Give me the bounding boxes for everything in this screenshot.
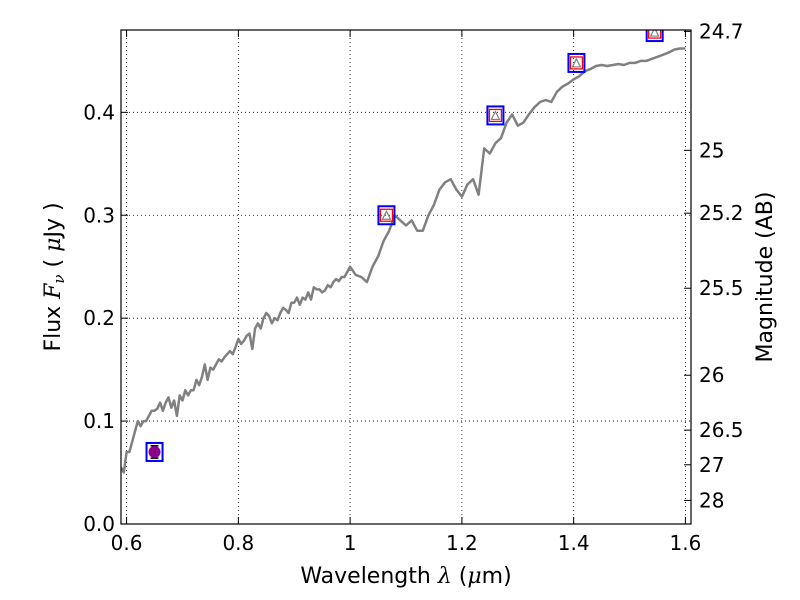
plot-area [121, 30, 686, 474]
y-tick-label: 0.4 [83, 100, 115, 124]
photometry-outer-square [645, 30, 664, 43]
photometry-inner-square [488, 108, 503, 123]
y2-tick-label: 28 [699, 488, 724, 512]
photometry-triangle [649, 30, 660, 37]
x-tick-label: 0.8 [222, 531, 254, 555]
photometry-inner-square [648, 30, 662, 39]
x-tick-label: 1.6 [670, 531, 702, 555]
photometry-inner-square [379, 208, 394, 222]
measured-point [148, 445, 161, 458]
x-tick-label: 1.2 [446, 531, 478, 555]
x-tick-label: 0.6 [111, 531, 143, 555]
x-axis-label: Wavelength λ (μm) [300, 564, 511, 589]
spectrum-line [121, 47, 686, 474]
y2-tick-label: 26 [699, 363, 724, 387]
measured-outer-square [145, 441, 164, 462]
photometry-outer-square [486, 105, 505, 126]
y-tick-label: 0.3 [83, 203, 115, 227]
y2-tick-label: 26.5 [699, 418, 744, 442]
axis-ticks: 0.6 0.8 1 1.2 1.4 1.6 0.0 0.1 0.2 0.3 0.4 24.7 25 25.… [83, 19, 743, 555]
y2-tick-label: 27 [699, 453, 724, 477]
photometry-triangle [381, 209, 392, 220]
y-tick-label: 0.1 [83, 409, 115, 433]
y2-tick-label: 24.7 [699, 19, 744, 43]
x-tick-label: 1 [344, 531, 357, 555]
y2-tick-label: 25.2 [699, 201, 744, 225]
y-tick-label: 0.0 [83, 512, 115, 536]
plot-frame [120, 29, 692, 525]
photometry-outer-square [567, 52, 586, 73]
y2-tick-label: 25 [699, 138, 724, 162]
x-tick-label: 1.4 [558, 531, 590, 555]
y-tick-label: 0.2 [83, 306, 115, 330]
photometry-triangle [571, 57, 582, 68]
y-axis-label: Flux Fν ( μJy ) [41, 202, 68, 351]
y2-tick-label: 25.5 [699, 276, 744, 300]
photometry-outer-square [377, 205, 396, 226]
photometry-triangle [490, 110, 501, 121]
photometry-inner-square [569, 56, 584, 70]
y2-axis-label: Magnitude (AB) [753, 192, 778, 363]
